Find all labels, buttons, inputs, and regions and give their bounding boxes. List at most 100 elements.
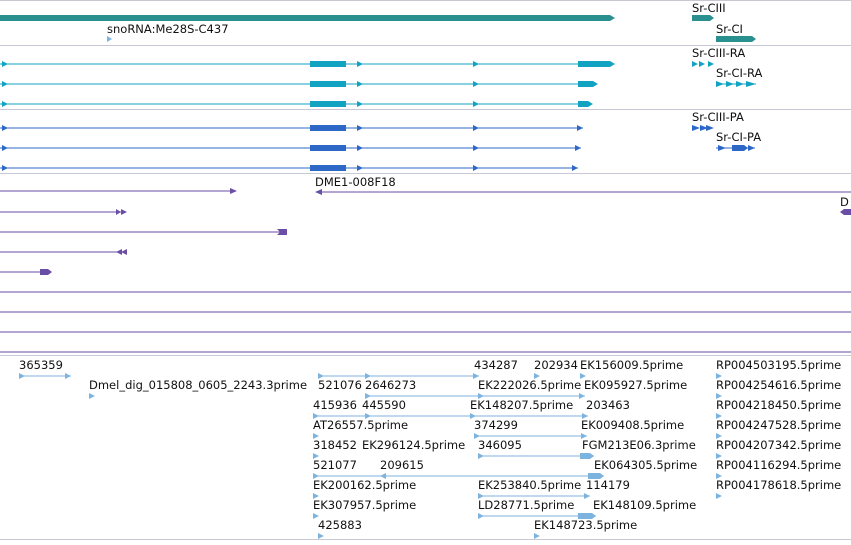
est-label: RP004503195.5prime [716, 358, 841, 372]
est-feature[interactable] [478, 493, 590, 499]
protein-row[interactable] [0, 165, 578, 171]
snorna-feature[interactable] [107, 36, 112, 42]
est-label: 209615 [380, 458, 424, 472]
est-feature[interactable] [89, 393, 95, 399]
est-feature[interactable] [19, 373, 71, 379]
est-label: 203463 [586, 398, 630, 412]
gene-label: snoRNA:Me28S-C437 [107, 22, 229, 36]
insertion-row[interactable] [0, 229, 287, 235]
est-label: 114179 [586, 478, 630, 492]
gene-feature-srci[interactable] [716, 36, 756, 42]
transcript-label: Sr-CI-RA [716, 66, 763, 80]
est-track [19, 373, 722, 539]
protein-track [0, 125, 755, 171]
est-label: EK148207.5prime [470, 398, 573, 412]
est-label: RP004207342.5prime [716, 438, 841, 452]
est-label: EK296124.5prime [362, 438, 465, 452]
est-label: 521077 [313, 458, 357, 472]
insertion-row[interactable] [0, 269, 52, 275]
est-feature[interactable] [318, 533, 324, 539]
est-feature[interactable] [313, 493, 319, 499]
insertion-row[interactable] [0, 188, 851, 195]
insertion-label: DME1-008F18 [315, 175, 396, 189]
protein-row[interactable] [0, 145, 581, 151]
protein-label: Sr-CI-PA [716, 130, 761, 144]
est-feature[interactable] [534, 533, 540, 539]
est-label: 415936 [313, 398, 357, 412]
est-label: 374299 [474, 418, 518, 432]
est-feature[interactable] [313, 473, 604, 479]
est-feature[interactable] [716, 413, 722, 419]
est-feature[interactable] [580, 373, 586, 379]
transcript-srci-ra[interactable] [716, 81, 756, 87]
est-label: 346095 [478, 438, 522, 452]
est-label: RP004218450.5prime [716, 398, 841, 412]
est-feature[interactable] [318, 373, 479, 379]
est-feature[interactable] [716, 473, 722, 479]
est-label: Dmel_dig_015808_0605_2243.3prime [89, 378, 307, 392]
est-label: 202934 [534, 358, 578, 372]
est-label: RP004247528.5prime [716, 418, 841, 432]
gene-track [0, 15, 756, 42]
est-label: 318452 [313, 438, 357, 452]
est-label: AT26557.5prime [313, 418, 408, 432]
insertion-label: D [840, 195, 849, 209]
est-feature[interactable] [716, 373, 722, 379]
est-feature[interactable] [313, 433, 319, 439]
protein-srciii-pa[interactable] [692, 125, 714, 131]
est-feature[interactable] [313, 453, 319, 459]
est-label: EK307957.5prime [313, 498, 416, 512]
est-feature[interactable] [478, 513, 596, 519]
est-label: RP004116294.5prime [716, 458, 841, 472]
est-feature[interactable] [534, 373, 540, 379]
est-feature[interactable] [716, 453, 722, 459]
transcript-label: Sr-CIII-RA [692, 46, 745, 60]
est-feature[interactable] [478, 453, 594, 459]
est-label: EK064305.5prime [594, 458, 697, 472]
insertion-track [0, 188, 851, 353]
protein-label: Sr-CIII-PA [692, 110, 744, 124]
gene-label: Sr-CI [716, 22, 743, 36]
est-feature[interactable] [474, 433, 587, 439]
est-label: 365359 [19, 358, 63, 372]
est-label: 521076 [318, 378, 362, 392]
transcript-srciii-ra[interactable] [692, 61, 714, 67]
transcript-row[interactable] [0, 101, 593, 107]
est-label: 434287 [474, 358, 518, 372]
est-feature[interactable] [365, 393, 585, 399]
transcript-track [0, 61, 756, 107]
est-label: 2646273 [365, 378, 416, 392]
gene-feature-srciii[interactable] [692, 15, 714, 21]
est-label: EK156009.5prime [580, 358, 683, 372]
protein-srci-pa[interactable] [716, 145, 755, 151]
gene-label: Sr-CIII [692, 1, 726, 15]
est-label: EK200162.5prime [313, 478, 416, 492]
est-label: EK148109.5prime [593, 498, 696, 512]
est-feature[interactable] [313, 513, 319, 519]
est-label: EK095927.5prime [584, 378, 687, 392]
est-label: RP004178618.5prime [716, 478, 841, 492]
gene-feature[interactable] [0, 15, 615, 21]
est-label: LD28771.5prime [478, 498, 574, 512]
est-label: EK148723.5prime [534, 518, 637, 532]
est-label: 445590 [362, 398, 406, 412]
insertion-row[interactable] [0, 249, 127, 255]
est-label: EK253840.5prime [478, 478, 581, 492]
est-feature[interactable] [716, 393, 722, 399]
est-labels: 365359 Dmel_dig_015808_0605_2243.3prime … [19, 358, 841, 532]
est-label: 425883 [318, 518, 362, 532]
est-feature[interactable] [716, 493, 722, 499]
est-label: EK222026.5prime [478, 378, 581, 392]
est-label: RP004254616.5prime [716, 378, 841, 392]
est-label: EK009408.5prime [581, 418, 684, 432]
transcript-row[interactable] [0, 81, 598, 87]
transcript-row[interactable] [0, 61, 615, 67]
protein-row[interactable] [0, 125, 583, 131]
est-label: FGM213E06.3prime [582, 438, 696, 452]
est-feature[interactable] [716, 433, 722, 439]
est-feature[interactable] [313, 413, 588, 419]
insertion-row[interactable] [0, 209, 851, 215]
